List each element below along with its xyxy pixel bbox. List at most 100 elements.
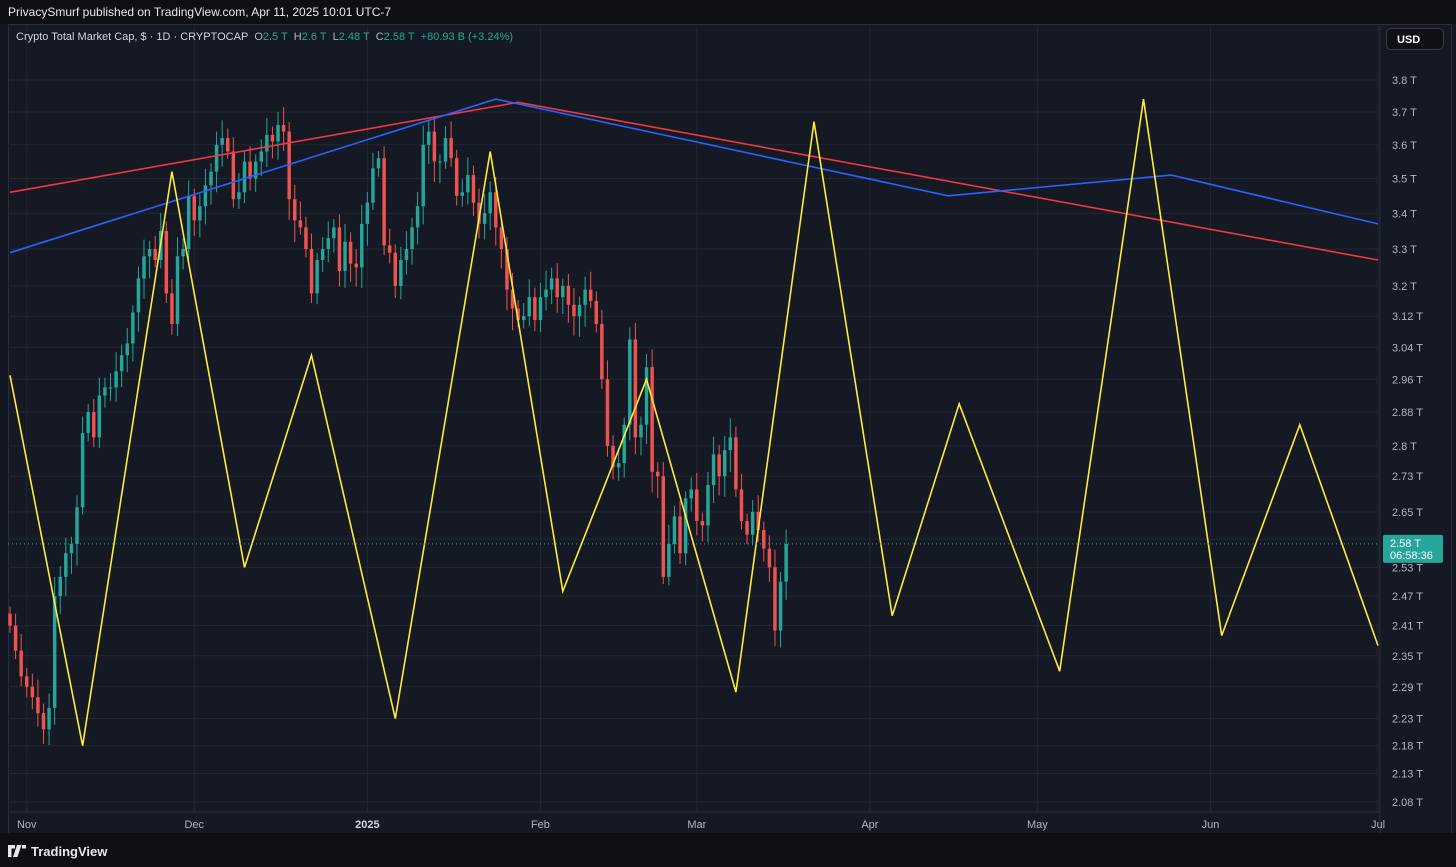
bar-countdown: 06:58:36 [1390,550,1433,562]
candle-body [142,256,146,279]
candle-body [242,161,247,193]
tradingview-logo-icon [8,845,26,857]
candle-body [75,507,79,544]
candle-body [745,520,749,535]
y-tick-label: 3.7 T [1392,107,1417,119]
x-tick-label: Jul [1371,819,1385,831]
candle-body [600,323,604,380]
low-value: 2.48 T [338,31,370,43]
candle-body [628,339,632,425]
candle-body [399,259,403,286]
candle-body [583,289,587,305]
candle-body [762,530,766,549]
publish-bar: PrivacySmurf published on TradingView.co… [0,0,1456,24]
yellow-trend-line [9,98,1379,746]
candle-body [125,343,129,356]
x-tick-label: Apr [861,819,878,831]
candle-body [572,304,576,317]
candle-body [616,463,621,468]
candle-body [510,289,515,309]
candle-body [220,138,224,145]
candle-body [164,231,169,294]
candle-body [360,223,364,268]
candle-body [438,161,442,163]
candle-body [488,192,492,214]
candle-body [722,450,727,477]
blue-trend-line [9,98,1379,254]
candle-body [566,285,571,305]
candle-body [30,686,35,698]
candle-body [778,581,783,631]
y-tick-label: 2.29 T [1392,682,1423,694]
candle-body [198,206,202,221]
candle-body [672,516,677,544]
candle-body [170,293,174,324]
candle-body [516,308,520,321]
footer-bar: TradingView [0,833,1456,867]
candle-body [655,471,660,477]
y-tick-label: 2.23 T [1392,714,1423,726]
candle-body [281,124,286,132]
candle-body [253,161,258,179]
close-value: 2.58 T [383,31,415,43]
candle-body [611,445,615,468]
candle-body [454,158,459,196]
y-tick-label: 3.2 T [1392,281,1417,293]
candle-body [131,312,135,344]
candle-body [270,134,275,142]
candle-body [728,437,733,451]
currency-button[interactable]: USD [1386,28,1444,50]
y-tick-label: 3.3 T [1392,244,1417,256]
candle-body [209,171,213,186]
candle-body [756,511,760,531]
candle-body [387,245,392,253]
tradingview-brand[interactable]: TradingView [8,843,107,859]
candle-body [287,131,291,200]
x-tick-label: May [1027,819,1048,831]
candle-body [192,195,196,221]
y-tick-label: 2.96 T [1392,374,1423,386]
change-value: +80.93 B (+3.24%) [420,31,513,43]
candle-body [231,151,236,200]
candle-body [36,697,40,714]
candle-body [326,238,331,250]
candle-body [415,206,420,228]
candle-body [175,256,180,324]
candle-body [460,192,465,196]
candle-body [588,289,593,301]
candle-body [8,613,12,626]
candle-body [41,713,46,730]
candle-body [750,511,755,535]
y-tick-label: 2.73 T [1392,471,1423,483]
candle-body [108,387,113,389]
candle-body [52,596,57,708]
candle-body [477,202,481,224]
y-tick-label: 2.88 T [1392,407,1423,419]
open-label: O [254,31,263,43]
y-tick-label: 2.35 T [1392,651,1423,663]
candle-body [248,161,252,179]
candle-body [678,516,682,554]
candle-body [471,175,476,203]
candle-body [577,304,582,317]
x-tick-label: Jun [1202,819,1220,831]
symbol-name: Crypto Total Market Cap, $ · 1D · CRYPTO… [16,31,249,43]
symbol-legend[interactable]: Crypto Total Market Cap, $ · 1D · CRYPTO… [16,31,513,43]
candle-body [237,192,241,200]
candle-body [561,285,565,298]
candle-body [153,249,157,260]
candle-body [734,437,738,490]
candle-body [276,124,280,142]
candle-body [410,227,414,250]
last-price-value: 2.58 T [1390,538,1421,550]
candle-body [683,498,688,554]
candle-body [25,676,29,687]
y-tick-label: 3.12 T [1392,311,1423,323]
y-tick-label: 3.04 T [1392,342,1423,354]
y-tick-label: 2.13 T [1392,769,1423,781]
y-tick-label: 3.4 T [1392,208,1417,220]
high-value: 2.6 T [301,31,327,43]
candle-body [214,144,219,172]
y-tick-label: 2.47 T [1392,591,1423,603]
